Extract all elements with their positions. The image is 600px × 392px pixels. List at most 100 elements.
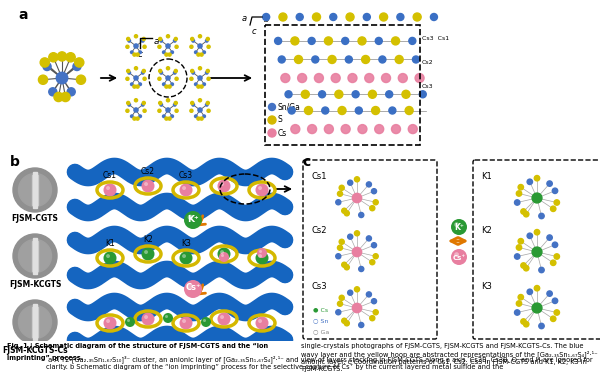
Circle shape bbox=[173, 103, 176, 106]
Circle shape bbox=[168, 85, 171, 88]
Circle shape bbox=[322, 107, 329, 114]
Circle shape bbox=[515, 200, 520, 205]
Circle shape bbox=[367, 292, 371, 297]
Circle shape bbox=[142, 37, 145, 40]
Circle shape bbox=[203, 51, 205, 54]
Circle shape bbox=[338, 107, 346, 114]
Circle shape bbox=[319, 91, 326, 98]
Text: Cs1: Cs1 bbox=[103, 171, 117, 180]
Circle shape bbox=[278, 56, 285, 63]
Circle shape bbox=[128, 71, 131, 74]
Circle shape bbox=[527, 289, 533, 294]
Circle shape bbox=[182, 186, 186, 190]
Circle shape bbox=[179, 252, 193, 265]
Circle shape bbox=[352, 303, 362, 313]
Circle shape bbox=[373, 310, 378, 315]
Circle shape bbox=[370, 206, 375, 211]
Circle shape bbox=[367, 236, 371, 241]
Bar bbox=[33, 172, 37, 208]
Circle shape bbox=[415, 74, 424, 83]
Circle shape bbox=[61, 93, 70, 102]
Bar bbox=[32, 307, 38, 338]
Text: K3: K3 bbox=[181, 239, 191, 248]
Circle shape bbox=[539, 267, 544, 273]
Circle shape bbox=[128, 103, 131, 106]
Circle shape bbox=[409, 37, 416, 44]
Circle shape bbox=[337, 245, 343, 250]
Circle shape bbox=[268, 129, 276, 137]
Circle shape bbox=[143, 109, 146, 113]
Circle shape bbox=[184, 211, 202, 229]
Circle shape bbox=[359, 267, 364, 272]
Circle shape bbox=[197, 85, 200, 88]
Text: Cs3: Cs3 bbox=[422, 85, 434, 89]
Circle shape bbox=[142, 40, 144, 42]
Circle shape bbox=[198, 108, 202, 112]
Circle shape bbox=[106, 319, 110, 323]
Circle shape bbox=[173, 40, 176, 42]
Circle shape bbox=[370, 260, 375, 265]
Circle shape bbox=[532, 303, 542, 313]
Circle shape bbox=[402, 90, 410, 98]
Circle shape bbox=[551, 206, 556, 212]
Circle shape bbox=[203, 83, 205, 85]
Circle shape bbox=[268, 116, 276, 124]
Circle shape bbox=[516, 245, 522, 250]
Text: K⁺: K⁺ bbox=[454, 223, 464, 232]
Circle shape bbox=[256, 316, 269, 330]
Circle shape bbox=[190, 45, 193, 48]
Circle shape bbox=[364, 13, 370, 20]
Circle shape bbox=[389, 107, 396, 114]
Circle shape bbox=[166, 67, 170, 70]
Circle shape bbox=[188, 214, 193, 220]
Text: K2: K2 bbox=[143, 235, 153, 244]
Circle shape bbox=[165, 85, 168, 88]
Circle shape bbox=[371, 243, 377, 248]
Circle shape bbox=[198, 44, 202, 48]
Circle shape bbox=[199, 34, 202, 38]
Circle shape bbox=[220, 182, 224, 186]
Text: ○ Ga: ○ Ga bbox=[313, 329, 329, 334]
Circle shape bbox=[451, 249, 467, 265]
Circle shape bbox=[133, 85, 136, 88]
Circle shape bbox=[203, 115, 205, 118]
Circle shape bbox=[365, 74, 374, 83]
Circle shape bbox=[355, 177, 359, 182]
Circle shape bbox=[358, 125, 367, 134]
Circle shape bbox=[188, 283, 193, 289]
Circle shape bbox=[342, 318, 347, 323]
Circle shape bbox=[165, 117, 168, 120]
Circle shape bbox=[197, 53, 200, 56]
Circle shape bbox=[142, 247, 155, 261]
Circle shape bbox=[355, 107, 362, 114]
Circle shape bbox=[516, 301, 522, 306]
Circle shape bbox=[106, 186, 110, 190]
Circle shape bbox=[166, 76, 170, 80]
Circle shape bbox=[346, 56, 352, 63]
Circle shape bbox=[219, 252, 229, 262]
Text: Cs: Cs bbox=[278, 129, 287, 138]
Circle shape bbox=[131, 115, 133, 118]
Circle shape bbox=[295, 56, 302, 64]
Circle shape bbox=[454, 252, 459, 257]
Circle shape bbox=[106, 254, 110, 258]
Circle shape bbox=[143, 77, 146, 80]
Circle shape bbox=[126, 109, 129, 113]
Circle shape bbox=[547, 235, 553, 240]
Circle shape bbox=[375, 37, 382, 44]
Circle shape bbox=[205, 103, 208, 106]
Circle shape bbox=[134, 108, 138, 112]
Text: Cs3: Cs3 bbox=[311, 282, 326, 291]
Circle shape bbox=[518, 294, 523, 300]
Circle shape bbox=[371, 107, 380, 114]
Circle shape bbox=[207, 77, 210, 80]
Circle shape bbox=[139, 83, 142, 85]
Circle shape bbox=[54, 93, 63, 102]
Circle shape bbox=[171, 115, 173, 118]
Circle shape bbox=[166, 108, 170, 112]
Circle shape bbox=[259, 250, 262, 253]
Circle shape bbox=[344, 211, 349, 216]
Circle shape bbox=[552, 188, 558, 194]
Circle shape bbox=[359, 212, 364, 218]
Circle shape bbox=[199, 67, 202, 70]
